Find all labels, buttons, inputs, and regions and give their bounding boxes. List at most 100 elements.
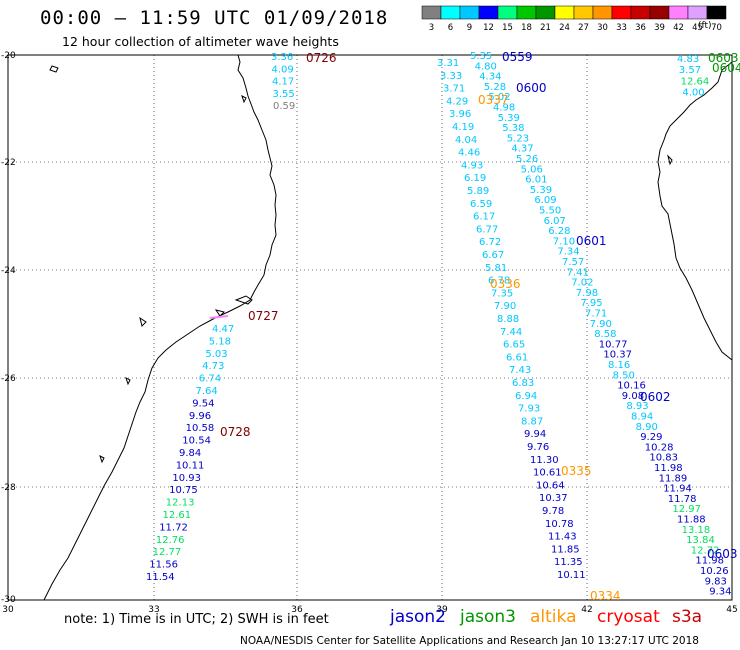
wave-height-value: 10.75 [169,485,198,496]
colorscale-swatch [687,5,708,20]
wave-height-value: 3.55 [273,89,295,100]
wave-height-value: 11.94 [663,484,692,495]
wave-height-value: 9.94 [524,429,546,440]
wave-height-value: 11.56 [149,560,178,571]
wave-height-value: 7.57 [562,257,584,268]
lat-label: -30 [1,595,16,605]
wave-height-value: 3.57 [679,65,701,76]
wave-height-value: 7.98 [576,288,598,299]
wave-height-value: 10.64 [536,480,565,491]
wave-height-value: 4.09 [272,64,294,75]
wave-height-value: 10.54 [182,436,211,447]
wave-height-value: 9.76 [527,442,549,453]
wave-height-value: 6.78 [488,276,510,287]
wave-height-value: 10.78 [545,519,574,530]
colorscale-swatch [535,5,556,20]
wave-height-value: 5.39 [498,113,520,124]
wave-height-value: 11.78 [668,494,697,505]
wave-height-value: 7.34 [557,247,579,258]
wave-height-value: 3.33 [440,71,462,82]
wave-height-value: 11.35 [554,557,583,568]
grid-lines [8,55,732,600]
lon-label: 30 [2,605,14,615]
colorscale-swatch [478,5,499,20]
lon-label: 36 [291,605,303,615]
colorscale-swatch [630,5,651,20]
pass-time: 0601 [576,234,607,248]
wave-height-value: 8.50 [613,370,635,381]
colorscale-label: 30 [597,23,608,33]
colorscale-label: 21 [540,23,551,33]
wave-height-value: 9.29 [640,432,662,443]
wave-height-value: 7.44 [500,327,522,338]
wave-height-value: 10.37 [539,493,568,504]
wave-height-value: 11.72 [159,522,188,533]
pass-time: 0337 [478,93,509,107]
wave-height-value: 4.93 [461,160,483,171]
wave-height-value: 12.61 [163,510,192,521]
wave-height-value: 4.04 [455,135,477,146]
colorscale-swatch [573,5,594,20]
wave-height-value: 6.19 [464,173,486,184]
wave-height-value: 11.54 [146,572,175,583]
pass-time: 0603 [707,547,738,561]
credit-line: NOAA/NESDIS Center for Satellite Applica… [240,635,699,647]
colorscale-label: 15 [502,23,513,33]
wave-height-value: 11.43 [548,532,577,543]
colorscale-swatch [440,5,461,20]
wave-height-value: 12.13 [166,498,195,509]
wave-height-value: 8.87 [521,416,543,427]
legend-cryosat: cryosat [597,607,660,627]
colorscale-unit: (ft) [698,21,712,31]
track-marker [209,315,229,319]
wave-height-value: 7.02 [571,278,593,289]
wave-height-value: 3.31 [437,58,459,69]
wave-height-value: 6.59 [470,199,492,210]
colorscale-swatch [497,5,518,20]
wave-height-value: 8.88 [497,314,519,325]
wave-height-value: 8.58 [594,329,616,340]
pass-time: 0559 [502,50,533,64]
colorscale-swatch [516,5,537,20]
wave-height-value: 4.17 [272,77,294,88]
wave-height-value: 7.43 [509,365,531,376]
wave-height-value: 11.98 [695,556,724,567]
wave-height-value: 3.36 [271,52,293,63]
wave-height-value: 9.83 [705,576,727,587]
wave-height-value: 6.01 [525,175,547,186]
wave-height-value: 11.98 [654,463,683,474]
wave-height-value: 5.02 [488,92,510,103]
wave-height-value: 11.88 [677,515,706,526]
wave-height-value: 6.17 [473,212,495,223]
pass-time: 0604 [712,61,740,75]
wave-height-value: 11.85 [551,544,580,555]
wave-height-value: 9.08 [622,391,644,402]
wave-height-value: 7.41 [567,267,589,278]
wave-height-value: 4.37 [511,144,533,155]
wave-height-value: 10.61 [533,468,562,479]
wave-height-value: 4.19 [452,122,474,133]
wave-height-value: 7.95 [580,298,602,309]
legend-altika: altika [530,607,577,627]
wave-height-value: 4.80 [475,61,497,72]
legend-jason3: jason3 [460,607,516,627]
wave-height-value: 7.71 [585,309,607,320]
pass-time: 0726 [306,51,337,65]
colorscale-label: 45 [692,23,703,33]
colorscale-bar: 3 6 9 12 15 18 21 24 27 30 33 36 39 42 45 70 [421,5,727,33]
lat-label: -20 [1,51,16,61]
wave-height-value: 10.11 [176,460,205,471]
wave-height-value: 5.35 [470,51,492,62]
colorscale-swatch [592,5,613,20]
map-subtitle: 12 hour collection of altimeter wave hei… [62,34,339,49]
lat-label: -28 [1,483,16,493]
wave-height-value: 7.10 [553,236,575,247]
colorscale-swatch [649,5,670,20]
colorscale-label: 9 [467,23,472,33]
colorscale-swatch [554,5,575,20]
colorscale-swatch [668,5,689,20]
colorscale-label: 70 [711,23,722,33]
pass-time: 0602 [640,390,671,404]
colorscale-label: 27 [578,23,589,33]
pass-time: 0600 [516,81,547,95]
